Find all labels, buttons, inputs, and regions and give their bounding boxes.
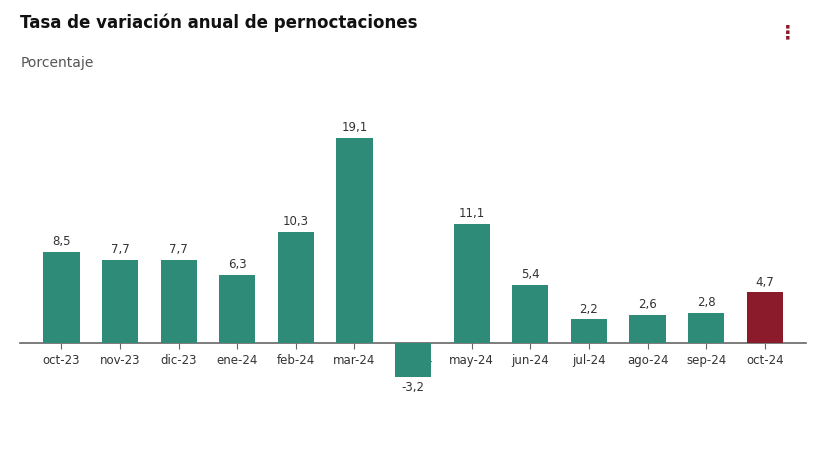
Text: 5,4: 5,4 bbox=[521, 268, 540, 281]
Bar bbox=[336, 138, 373, 343]
Text: 2,2: 2,2 bbox=[579, 302, 598, 316]
Text: 7,7: 7,7 bbox=[110, 244, 129, 257]
Text: -3,2: -3,2 bbox=[402, 381, 425, 394]
Text: Porcentaje: Porcentaje bbox=[20, 56, 94, 69]
Text: Tasa de variación anual de pernoctaciones: Tasa de variación anual de pernoctacione… bbox=[20, 14, 418, 32]
Bar bbox=[688, 313, 724, 343]
Bar bbox=[747, 293, 783, 343]
Text: 4,7: 4,7 bbox=[755, 275, 774, 288]
Bar bbox=[102, 260, 138, 343]
Bar bbox=[395, 343, 431, 377]
Text: 10,3: 10,3 bbox=[283, 215, 309, 228]
Text: 19,1: 19,1 bbox=[341, 121, 367, 134]
Bar bbox=[278, 232, 314, 343]
Text: 7,7: 7,7 bbox=[169, 244, 188, 257]
Bar bbox=[160, 260, 197, 343]
Bar bbox=[629, 315, 666, 343]
Text: 11,1: 11,1 bbox=[459, 207, 485, 220]
Bar bbox=[43, 251, 79, 343]
Text: ⋮: ⋮ bbox=[778, 23, 798, 42]
Bar bbox=[219, 275, 255, 343]
Text: 2,8: 2,8 bbox=[697, 296, 716, 309]
Text: 6,3: 6,3 bbox=[228, 258, 246, 271]
Bar bbox=[453, 224, 490, 343]
Text: 2,6: 2,6 bbox=[638, 298, 657, 311]
Bar bbox=[512, 285, 548, 343]
Bar bbox=[571, 319, 607, 343]
Text: 8,5: 8,5 bbox=[52, 235, 70, 248]
